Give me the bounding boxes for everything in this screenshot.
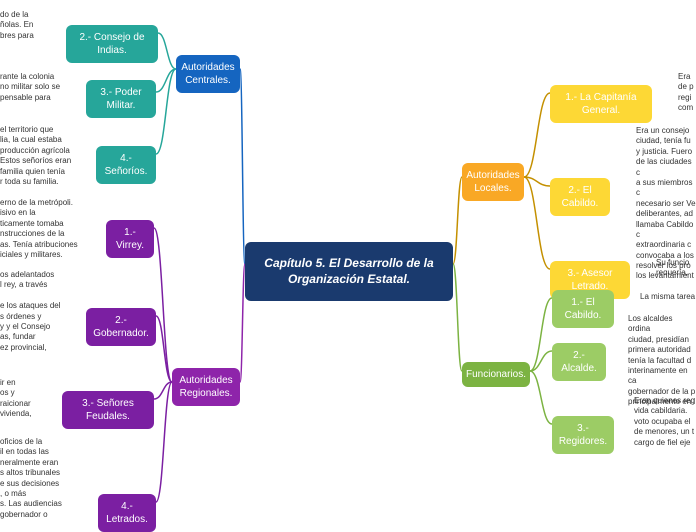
mindmap-node: Autoridades Regionales. [172, 368, 240, 406]
mindmap-node: 2.- El Cabildo. [550, 178, 610, 216]
mindmap-node: 1.- Virrey. [106, 220, 154, 258]
mindmap-node: 4.- Letrados. [98, 494, 156, 532]
mindmap-node: 3.- Poder Militar. [86, 80, 156, 118]
node-description: erno de la metrópoli. isivo en la ticame… [0, 198, 98, 260]
node-description: La misma tarea [640, 292, 696, 302]
mindmap-node: 1.- La Capitanía General. [550, 85, 652, 123]
node-description: ir en os y raicionar vivienda, [0, 378, 48, 420]
mindmap-node: Autoridades Locales. [462, 163, 524, 201]
mindmap-node: 2.- Alcalde. [552, 343, 606, 381]
node-description: Eran quienes reg vida cabildaria. voto o… [634, 396, 696, 448]
mindmap-node: Capítulo 5. El Desarrollo de la Organiza… [245, 242, 453, 301]
mindmap-node: 2.- Gobernador. [86, 308, 156, 346]
mindmap-node: Funcionarios. [462, 362, 530, 387]
node-description: el territorio que lia, la cual estaba pr… [0, 125, 92, 187]
mindmap-node: 2.- Consejo de Indias. [66, 25, 158, 63]
mindmap-node: 3.- Señores Feudales. [62, 391, 154, 429]
node-description: oficios de la il en todas las neralmente… [0, 437, 80, 520]
node-description: do de la ñolas. En bres para [0, 10, 62, 41]
mindmap-node: 3.- Regidores. [552, 416, 614, 454]
mindmap-node: 1.- El Cabildo. [552, 290, 614, 328]
node-description: os adelantados l rey, a través e los ata… [0, 270, 80, 353]
node-description: Los alcaldes ordina ciudad, presidían pr… [628, 314, 696, 408]
node-description: rante la colonia no militar solo se pens… [0, 72, 82, 103]
mindmap-node: 4.- Señoríos. [96, 146, 156, 184]
node-description: Era de p regi com [678, 72, 696, 114]
node-description: Su funcio requería. [656, 258, 696, 279]
mindmap-node: Autoridades Centrales. [176, 55, 240, 93]
